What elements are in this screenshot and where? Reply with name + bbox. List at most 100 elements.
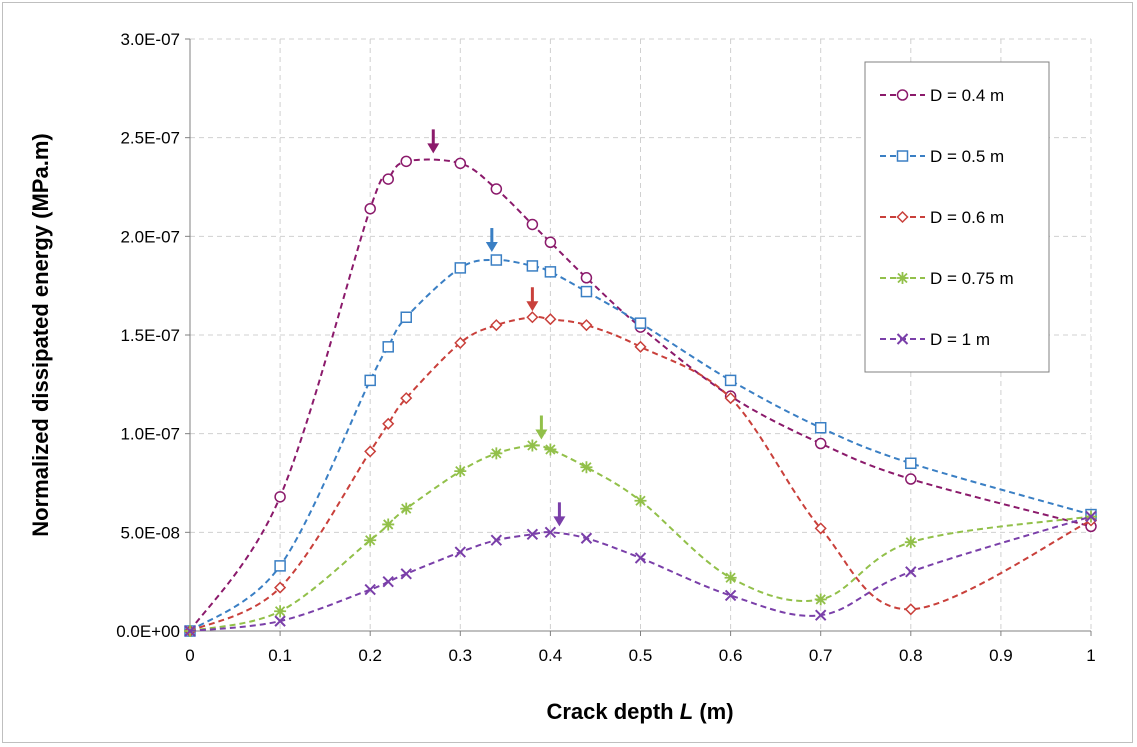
legend-marker: [896, 272, 909, 284]
series-3: [183, 311, 1098, 638]
y-tick-label: 1.0E-07: [120, 425, 180, 444]
x-tick-label: 0.8: [899, 646, 923, 665]
data-point: [634, 317, 647, 329]
data-point: [580, 272, 593, 284]
data-point: [364, 583, 376, 596]
data-point: [364, 202, 376, 215]
peak-arrows: [427, 129, 566, 527]
data-point: [400, 502, 413, 515]
data-point: [526, 311, 539, 324]
data-point: [400, 568, 412, 580]
data-point: [580, 461, 593, 474]
data-point: [724, 392, 737, 405]
data-point: [382, 518, 395, 531]
x-tick-label: 0.4: [539, 646, 563, 665]
y-axis-title: Normalized dissipated energy (MPa.m): [28, 133, 53, 536]
data-point: [490, 534, 503, 546]
data-point: [382, 417, 395, 430]
legend-marker: [896, 333, 909, 345]
x-tick-label: 0.7: [809, 646, 833, 665]
y-tick-label: 0.0E+00: [116, 622, 180, 641]
data-point: [905, 566, 917, 578]
data-point: [724, 589, 737, 602]
data-point: [400, 155, 412, 168]
data-point: [526, 528, 539, 541]
x-axis-title-text: Crack depth: [546, 699, 673, 724]
data-point: [544, 526, 557, 539]
legend-label: D = 1 m: [930, 330, 990, 349]
x-tick-label: 0.2: [358, 646, 382, 665]
data-point: [454, 336, 467, 349]
x-axis-title-unit: (m): [699, 699, 733, 724]
data-point: [580, 532, 593, 544]
data-point: [544, 313, 557, 326]
legend-label: D = 0.5 m: [930, 147, 1004, 166]
data-point: [454, 262, 467, 274]
data-point: [490, 183, 503, 195]
data-point: [814, 421, 827, 434]
data-point: [544, 266, 557, 278]
x-tick-label: 0.9: [989, 646, 1013, 665]
data-point: [364, 445, 377, 458]
legend-label: D = 0.6 m: [930, 208, 1004, 227]
legend-marker: [896, 150, 909, 162]
data-point: [580, 285, 593, 298]
x-axis-title-var: L: [680, 699, 693, 724]
peak-arrow-head: [427, 143, 440, 154]
data-point: [634, 494, 647, 507]
data-point: [364, 374, 376, 387]
data-point: [490, 254, 503, 266]
data-point: [814, 522, 827, 535]
data-point: [814, 609, 827, 621]
data-point: [634, 340, 647, 353]
data-point: [905, 457, 917, 470]
data-point: [724, 374, 737, 387]
data-point: [904, 536, 917, 549]
data-point: [544, 236, 557, 249]
data-point: [490, 319, 503, 332]
x-tick-label: 0: [185, 646, 194, 665]
peak-arrow-head: [526, 301, 539, 312]
data-point: [526, 218, 539, 231]
x-tick-label: 0.1: [268, 646, 292, 665]
peak-arrow-head: [553, 516, 566, 527]
series-layer: [183, 155, 1098, 638]
legend: D = 0.4 m D = 0.5 m D = 0.6 m D = 0.75 m D =…: [864, 61, 1050, 373]
data-point: [274, 560, 286, 572]
data-point: [580, 319, 593, 332]
data-point: [382, 575, 394, 588]
x-tick-label: 0.3: [448, 646, 472, 665]
data-point: [1085, 510, 1097, 523]
data-point: [364, 534, 377, 547]
data-point: [400, 311, 412, 323]
data-point: [526, 260, 539, 272]
legend-marker: [896, 89, 909, 101]
legend-label: D = 0.75 m: [930, 269, 1014, 288]
series-5: [184, 510, 1097, 637]
x-tick-label: 0.5: [629, 646, 653, 665]
data-point: [814, 437, 827, 450]
y-tick-label: 2.0E-07: [120, 227, 180, 246]
data-point: [454, 546, 467, 558]
data-point: [814, 593, 827, 606]
data-point: [184, 625, 196, 637]
data-point: [274, 605, 287, 618]
series-line: [189, 515, 1092, 632]
y-tick-label: 5.0E-08: [120, 523, 180, 542]
data-point: [382, 341, 394, 353]
y-tick-labels: 0.0E+00 5.0E-08 1.0E-07 1.5E-07 2.0E-07 2.5E-…: [116, 30, 180, 641]
data-point: [274, 581, 287, 594]
x-tick-label: 0.6: [719, 646, 743, 665]
peak-arrow-head: [535, 429, 548, 440]
data-point: [454, 465, 467, 478]
x-tick-labels: 0 0.1 0.2 0.3 0.4 0.5 0.6 0.7 0.8 0.9 1: [185, 646, 1095, 665]
data-point: [274, 491, 286, 503]
data-point: [454, 157, 467, 170]
data-point: [490, 447, 503, 460]
data-point: [526, 439, 539, 452]
legend-marker: [896, 210, 909, 224]
data-point: [400, 392, 413, 405]
data-point: [382, 173, 394, 185]
data-point: [274, 615, 286, 627]
